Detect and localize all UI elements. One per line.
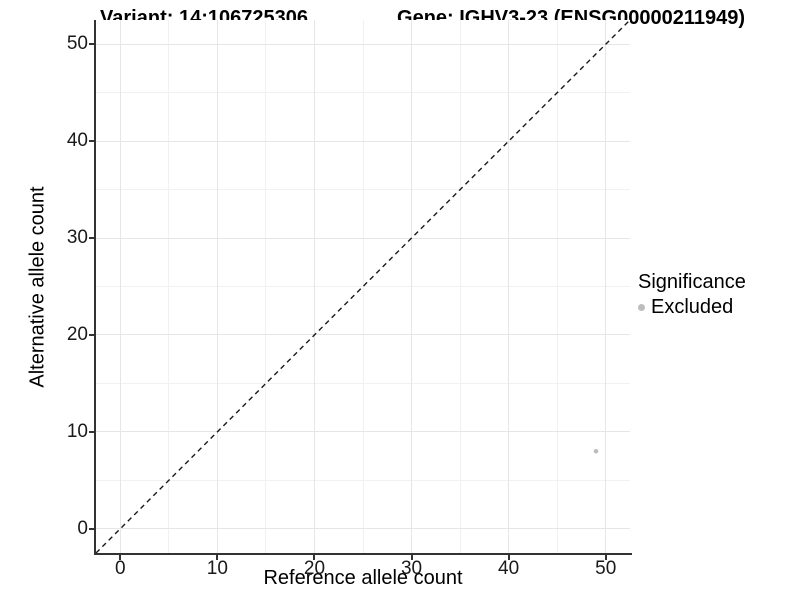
x-tick-mark xyxy=(507,555,510,560)
grid-major-h xyxy=(96,334,630,336)
grid-major-v xyxy=(411,20,413,553)
grid-major-v xyxy=(216,20,218,553)
grid-major-h xyxy=(96,140,630,142)
x-tick-mark xyxy=(216,555,219,560)
y-tick-label: 10 xyxy=(66,420,88,442)
x-tick-label: 0 xyxy=(114,558,126,579)
y-tick-label: 40 xyxy=(66,130,88,152)
legend: Significance Excluded xyxy=(638,271,746,319)
grid-major-h xyxy=(96,431,630,433)
grid-major-v xyxy=(313,20,315,553)
y-tick-label: 0 xyxy=(77,517,88,539)
x-tick-mark xyxy=(604,555,607,560)
y-tick-mark xyxy=(89,43,94,46)
x-tick-mark xyxy=(410,555,413,560)
grid-major-v xyxy=(508,20,510,553)
plot-panel xyxy=(96,20,630,553)
grid-minor-h xyxy=(96,382,630,384)
y-tick-mark xyxy=(89,237,94,240)
x-tick-label: 50 xyxy=(595,558,617,579)
y-tick-label: 30 xyxy=(66,227,88,249)
grid-minor-h xyxy=(96,479,630,481)
x-axis-label: Reference allele count xyxy=(263,567,463,589)
y-tick-mark xyxy=(89,527,94,530)
legend-entry-label: Excluded xyxy=(651,296,734,318)
plot-geoms-canvas xyxy=(96,20,630,553)
grid-minor-h xyxy=(96,286,630,287)
legend-item: Excluded xyxy=(638,296,746,319)
grid-minor-h xyxy=(96,92,630,94)
x-tick-label: 10 xyxy=(206,558,228,579)
y-tick-label: 20 xyxy=(66,323,88,345)
x-tick-mark xyxy=(119,555,122,560)
x-tick-label: 40 xyxy=(498,558,520,579)
x-tick-mark xyxy=(313,555,316,560)
x-tick-label: 30 xyxy=(400,558,423,579)
y-tick-mark xyxy=(89,333,94,336)
grid-major-v xyxy=(119,20,121,553)
data-point xyxy=(593,448,599,454)
y-tick-label: 50 xyxy=(66,33,88,55)
grid-major-h xyxy=(96,237,630,239)
grid-major-h xyxy=(96,528,630,530)
y-tick-mark xyxy=(89,430,94,433)
y-axis-label: Alternative allele count xyxy=(26,186,49,388)
y-tick-mark xyxy=(89,140,94,143)
legend-items: Excluded xyxy=(638,296,746,319)
x-axis-line xyxy=(94,553,632,555)
x-tick-label: 20 xyxy=(303,558,326,579)
legend-title: Significance xyxy=(638,271,746,293)
identity-reference-line xyxy=(96,20,630,553)
legend-point-key-icon xyxy=(638,304,645,311)
grid-major-v xyxy=(605,20,607,553)
grid-major-h xyxy=(96,43,630,45)
grid-minor-h xyxy=(96,189,630,191)
y-axis-line xyxy=(94,20,96,555)
